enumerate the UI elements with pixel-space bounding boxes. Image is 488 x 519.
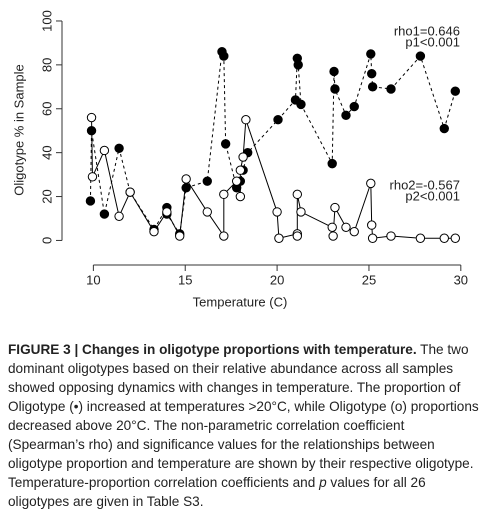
- x-tick-label: 10: [86, 272, 100, 287]
- data-point: [231, 176, 242, 186]
- caption: FIGURE 3 | Changes in oligotype proporti…: [8, 340, 482, 511]
- y-tick-label: 40: [39, 145, 54, 159]
- caption-italic: p: [319, 475, 327, 490]
- data-point: [219, 189, 229, 200]
- data-point: [366, 49, 376, 59]
- data-point: [329, 66, 339, 77]
- data-point: [235, 191, 246, 202]
- data-point: [341, 110, 351, 121]
- data-point: [273, 115, 283, 125]
- data-point: [415, 51, 426, 61]
- data-point: [327, 158, 337, 169]
- data-point: [219, 51, 229, 61]
- data-point: [162, 207, 172, 217]
- y-tick-label: 80: [39, 58, 54, 72]
- x-tick-label: 15: [178, 272, 192, 287]
- caption-text: values for all 26 oligotypes are given i…: [8, 475, 426, 509]
- data-point: [99, 209, 110, 219]
- data-point: [367, 82, 378, 92]
- y-tick-label: 0: [39, 237, 54, 244]
- data-point: [99, 145, 110, 156]
- data-point: [439, 123, 449, 134]
- y-axis-label: Oligotype % in Sample: [11, 64, 26, 196]
- data-point: [296, 207, 306, 217]
- data-point: [292, 189, 303, 200]
- data-point: [292, 231, 303, 241]
- data-point: [349, 226, 359, 237]
- data-point: [149, 226, 159, 237]
- data-point: [327, 222, 337, 232]
- data-point: [85, 196, 96, 206]
- series-line: [89, 49, 456, 236]
- annotation: p1<0.001: [405, 34, 460, 49]
- data-point: [181, 183, 191, 193]
- data-point: [272, 207, 282, 217]
- annotation: p2<0.001: [405, 188, 460, 203]
- data-point: [235, 165, 246, 175]
- caption-label: FIGURE 3 | Changes in oligotype proporti…: [8, 342, 417, 357]
- data-point: [367, 233, 378, 243]
- data-point: [175, 231, 185, 241]
- data-point: [386, 231, 396, 241]
- data-point: [450, 86, 461, 96]
- data-point: [220, 139, 231, 149]
- annotation: rho2=-0.567: [390, 177, 460, 192]
- data-point: [238, 152, 248, 162]
- data-point: [367, 68, 377, 79]
- data-point: [330, 202, 340, 213]
- x-tick-label: 25: [362, 272, 376, 287]
- data-point: [87, 172, 98, 182]
- data-point: [367, 220, 377, 230]
- data-point: [296, 99, 306, 110]
- annotation: rho1=0.646: [394, 23, 460, 38]
- data-point: [202, 207, 212, 217]
- data-point: [439, 233, 449, 243]
- caption-text: The two dominant oligotypes based on the…: [8, 342, 479, 490]
- data-point: [366, 178, 376, 189]
- y-tick-label: 100: [39, 10, 54, 32]
- data-point: [293, 60, 303, 70]
- x-tick-label: 30: [454, 272, 468, 287]
- x-tick-label: 20: [270, 272, 284, 287]
- data-point: [274, 233, 284, 243]
- data-point: [86, 112, 97, 123]
- data-point: [341, 222, 351, 232]
- data-point: [450, 233, 461, 243]
- x-axis-label: Temperature (C): [193, 294, 288, 309]
- data-point: [114, 143, 124, 153]
- y-tick-label: 20: [39, 189, 54, 203]
- data-point: [415, 233, 426, 243]
- data-point: [330, 84, 340, 94]
- chart: Temperature (C) Oligotype % in Sample 0 2…: [11, 10, 468, 309]
- y-tick-label: 60: [39, 102, 54, 116]
- data-point: [202, 176, 212, 186]
- data-point: [241, 115, 251, 125]
- data-point: [328, 231, 338, 241]
- data-point: [114, 211, 124, 222]
- data-point: [219, 231, 229, 241]
- data-point: [125, 187, 135, 197]
- data-point: [181, 174, 191, 184]
- data-point: [349, 101, 359, 112]
- data-point: [386, 84, 396, 94]
